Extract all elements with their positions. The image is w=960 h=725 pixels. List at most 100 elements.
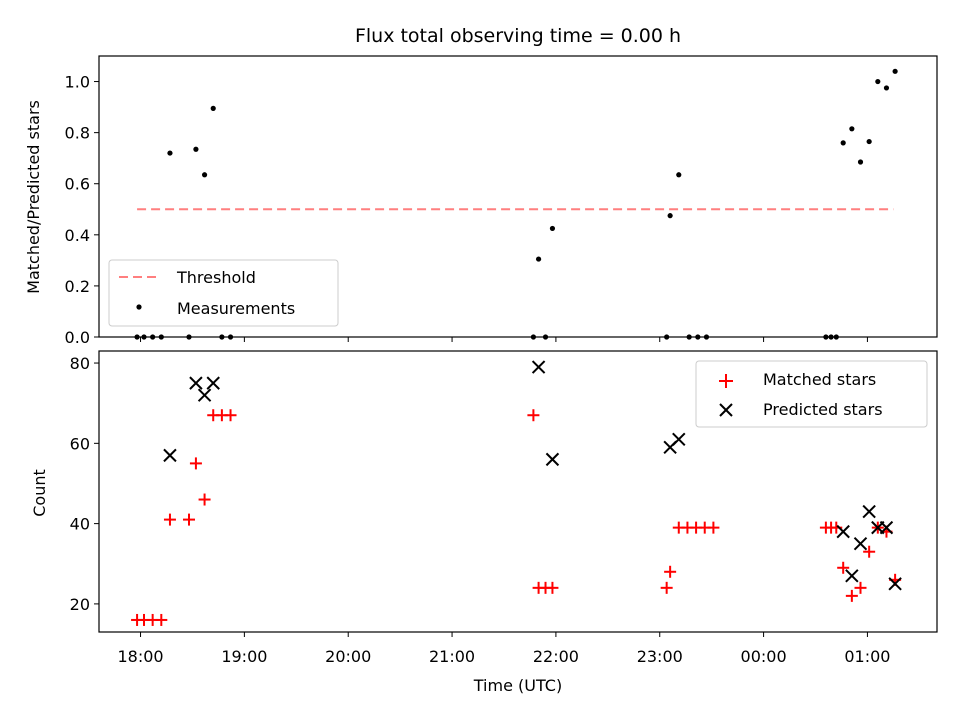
bottom-plot-frame [98,350,938,633]
legend-matched-label: Matched stars [763,370,876,389]
x-tick-label: 19:00 [221,647,267,666]
bottom-x-axis-ticks: 18:00 19:00 20:00 21:00 22:00 23:00 00:00 01:00 [117,632,890,666]
measurement-point [866,138,872,145]
top-legend: Threshold Measurements [108,259,339,327]
top-legend-box [108,259,339,327]
matched-star-marker [660,581,673,594]
measurement-point [542,334,549,340]
matched-star-marker [837,561,850,574]
measurement-point [549,225,556,232]
measurement-point [141,334,147,340]
bottom-y-axis-ticks: 20 40 60 80 [70,354,99,614]
legend-measurements-label: Measurements [177,299,295,318]
measurement-point [840,140,846,146]
legend-threshold-label: Threshold [176,268,256,287]
y-tick-label: 0.8 [65,124,90,143]
measurement-point [210,105,216,111]
measurement-point [150,334,156,340]
y-tick-label: 20 [70,595,90,614]
matched-star-marker [707,521,720,534]
chart-title: Flux total observing time = 0.00 h [355,25,681,47]
bottom-legend: Matched stars Predicted stars [695,360,928,428]
bottom-legend-box [695,360,928,428]
predicted-star-marker [189,376,203,390]
y-tick-label: 0.0 [65,328,90,347]
matched-star-marker [854,581,867,594]
x-axis-title: Time (UTC) [473,676,562,695]
matched-star-marker [863,545,876,558]
measurement-point [883,85,890,91]
x-tick-label: 23:00 [637,647,683,666]
measurement-point [857,159,864,165]
matched-star-marker [189,457,202,470]
measurement-point [201,172,208,178]
x-tick-label: 01:00 [844,647,890,666]
predicted-star-marker [845,569,859,583]
measurement-point [875,78,881,85]
x-tick-label: 18:00 [117,647,163,666]
legend-matched-swatch [719,374,733,388]
predicted-star-marker [879,520,894,535]
y-tick-label: 60 [70,434,90,453]
y-tick-label: 80 [70,354,90,373]
top-x-axis-ticks [140,337,868,342]
predicted-stars-points [163,360,902,591]
matched-star-marker [527,409,540,422]
predicted-star-marker [163,448,177,463]
matched-star-marker [163,513,176,526]
measurement-point [676,172,682,178]
measurement-point [695,334,701,340]
measurement-point [686,334,692,340]
y-tick-label: 0.6 [65,175,90,194]
measurement-points [134,68,898,340]
measurement-point [167,150,173,156]
legend-predicted-swatch [719,403,733,417]
legend-measurements-swatch [136,304,142,310]
measurement-point [849,126,855,132]
predicted-star-marker [836,524,850,539]
legend-predicted-label: Predicted stars [763,400,883,419]
y-tick-label: 0.4 [65,226,90,245]
top-plot-panel: 0.0 0.2 0.4 0.6 0.8 1.0 Matched/Predicted sta… [24,55,938,347]
matched-stars-points [131,409,902,626]
measurement-point [193,146,199,152]
matched-star-marker [182,513,195,526]
measurement-point [823,334,829,340]
predicted-star-marker [531,360,546,374]
measurement-point [530,334,537,340]
measurement-point [833,334,839,340]
measurement-point [703,334,710,340]
matched-star-marker [845,589,858,602]
y-tick-label: 40 [70,515,90,534]
x-tick-label: 20:00 [325,647,371,666]
matched-star-marker [664,565,677,578]
matched-star-marker [198,493,211,506]
matched-star-marker [546,581,559,594]
predicted-star-marker [888,577,902,591]
predicted-star-marker [853,536,868,551]
bottom-y-axis-title: Count [30,469,49,517]
top-plot-frame [98,55,938,338]
bottom-plot-panel: 20 40 60 80 18:00 19:00 20:00 21:00 22:00 23:00 0… [30,350,938,695]
measurement-point [892,68,898,74]
predicted-star-marker [197,388,212,402]
matched-star-marker [224,409,237,422]
y-tick-label: 0.2 [65,277,90,296]
x-tick-label: 22:00 [533,647,579,666]
measurement-point [667,213,673,219]
measurement-point [219,334,225,340]
top-y-axis-ticks: 0.0 0.2 0.4 0.6 0.8 1.0 [65,73,99,347]
measurement-point [134,334,140,340]
measurement-point [664,334,670,340]
measurement-point [227,334,234,340]
measurement-point [828,334,834,340]
measurement-point [186,334,192,340]
predicted-star-marker [672,432,686,447]
measurement-point [535,256,542,262]
y-tick-label: 1.0 [65,73,90,92]
x-tick-label: 00:00 [741,647,787,666]
predicted-star-marker [862,504,876,519]
predicted-star-marker [206,376,220,390]
measurement-point [158,334,164,340]
